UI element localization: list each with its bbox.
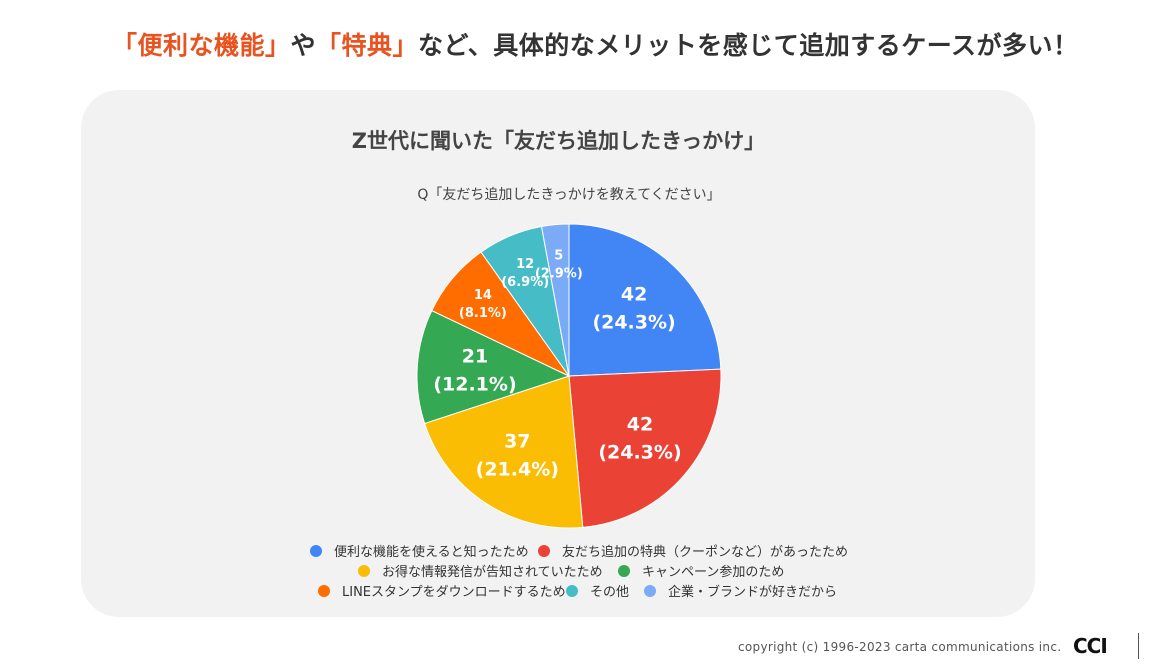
chart-title: Z世代に聞いた「友だち追加したきっかけ」 (351, 129, 766, 153)
headline-accent-functions: 「便利な機能」 (112, 31, 291, 60)
company-logo: CCI (1073, 634, 1108, 658)
pie-value-label: 42 (621, 284, 647, 306)
headline-rest: など、具体的なメリットを感じて追加するケースが多い！ (418, 31, 1079, 60)
pie-slice-1 (568, 368, 722, 528)
legend-label: お得な情報発信が告知されていたため (382, 565, 603, 580)
legend-item: お得な情報発信が告知されていたため (358, 561, 603, 580)
pie-percent-label: (6.9%) (501, 275, 549, 290)
legend-item: 便利な機能を使えると知ったため (310, 541, 529, 560)
legend-label: 企業・ブランドが好きだから (668, 585, 838, 600)
legend-item: キャンペーン参加のため (618, 561, 784, 580)
pie-label-6: 5 (2.9%) (535, 249, 583, 282)
pie-label-5: 12 (6.9%) (501, 257, 549, 290)
pie-value-label: 14 (474, 288, 492, 303)
pie-slice-6 (540, 223, 570, 377)
pie-slice-0 (568, 223, 722, 377)
legend-swatch (318, 584, 330, 597)
pie-value-label: 12 (516, 257, 534, 272)
pie-percent-label: (24.3%) (598, 442, 681, 464)
pie-percent-label: (8.1%) (459, 306, 507, 321)
legend-label: 便利な機能を使えると知ったため (334, 545, 529, 560)
pie-value-label: 42 (627, 414, 653, 436)
chart-question: Q「友だち追加したきっかけを教えてください」 (417, 187, 721, 203)
legend-label: キャンペーン参加のため (642, 565, 785, 580)
legend-swatch (538, 544, 550, 557)
pie-slice-3 (416, 309, 571, 425)
pie-percent-label: (24.3%) (592, 312, 675, 334)
legend-item: 友だち追加の特典（クーポンなど）があったため (538, 541, 848, 560)
legend-item: その他 (566, 581, 629, 600)
pie-label-4: 14 (8.1%) (459, 288, 507, 321)
pie-label-1: 42 (24.3%) (598, 414, 681, 464)
logo-divider (1138, 633, 1139, 659)
pie-percent-label: (21.4%) (476, 458, 559, 480)
pie-slice-2 (423, 375, 584, 529)
headline-connector: や (290, 31, 317, 60)
legend-swatch (618, 564, 630, 577)
legend-label: LINEスタンプをダウンロードするため (342, 585, 566, 600)
pie-label-3: 21 (12.1%) (433, 346, 516, 396)
pie-value-label: 21 (462, 346, 488, 368)
legend-item: LINEスタンプをダウンロードするため (318, 581, 566, 600)
pie-value-label: 37 (504, 430, 530, 452)
legend-label: 友だち追加の特典（クーポンなど）があったため (562, 545, 849, 560)
legend-swatch (310, 544, 322, 557)
legend-swatch (566, 584, 578, 597)
pie-percent-label: (12.1%) (433, 374, 516, 396)
legend-swatch (358, 564, 370, 577)
copyright-text: copyright (c) 1996-2023 carta communicat… (738, 640, 1062, 654)
pie-percent-label: (2.9%) (535, 267, 583, 282)
pie-label-2: 37 (21.4%) (476, 430, 559, 480)
pie-value-label: 5 (554, 249, 563, 264)
pie-label-0: 42 (24.3%) (592, 284, 675, 334)
legend-swatch (644, 584, 656, 597)
headline-accent-benefits: 「特典」 (316, 31, 419, 60)
headline: 「便利な機能」や「特典」など、具体的なメリットを感じて追加するケースが多い！ (112, 26, 1079, 62)
legend-item: 企業・ブランドが好きだから (644, 581, 837, 600)
legend-label: その他 (590, 585, 630, 600)
